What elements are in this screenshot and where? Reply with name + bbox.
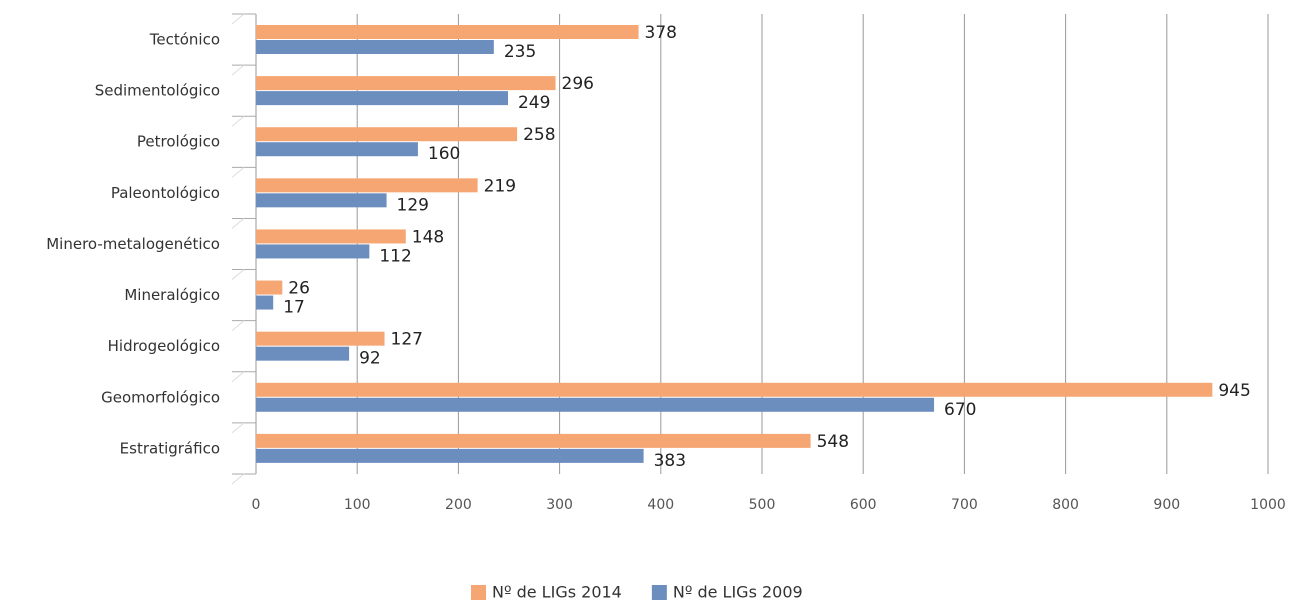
bar xyxy=(256,331,385,346)
y-tick-label: Mineralógico xyxy=(124,286,220,304)
legend-swatch xyxy=(471,585,486,600)
bar xyxy=(256,142,418,157)
value-label: 112 xyxy=(379,246,411,266)
value-label: 378 xyxy=(645,23,677,43)
x-tick-label: 200 xyxy=(445,497,472,513)
value-label: 249 xyxy=(518,93,550,113)
value-label: 945 xyxy=(1218,381,1250,401)
value-label: 127 xyxy=(391,330,423,350)
bar xyxy=(256,433,811,448)
axis-tick-shadow xyxy=(231,218,245,229)
bar xyxy=(256,382,1213,397)
bar xyxy=(256,193,387,208)
bar xyxy=(256,40,494,54)
bar xyxy=(256,229,406,244)
axis-tick-shadow xyxy=(231,320,245,332)
value-label: 148 xyxy=(412,227,444,247)
value-label: 548 xyxy=(817,432,849,452)
legend-label: Nº de LIGs 2014 xyxy=(492,583,622,602)
bar xyxy=(256,448,644,463)
value-label: 17 xyxy=(283,298,305,318)
y-tick-label: Estratigráfico xyxy=(120,439,220,457)
bar xyxy=(256,397,935,412)
x-tick-label: 700 xyxy=(951,497,978,513)
bar xyxy=(256,280,283,295)
y-tick-label: Sedimentológico xyxy=(95,82,220,100)
y-tick-label: Paleontológico xyxy=(111,184,220,202)
x-tick-label: 800 xyxy=(1052,497,1079,513)
value-label: 670 xyxy=(944,400,976,420)
bar xyxy=(256,127,518,142)
x-tick-label: 100 xyxy=(344,497,371,513)
x-tick-label: 500 xyxy=(749,497,776,513)
axis-tick-shadow xyxy=(231,64,245,76)
legend-swatch xyxy=(651,585,667,600)
legend-label: Nº de LIGs 2009 xyxy=(673,583,803,602)
value-label: 219 xyxy=(484,176,516,196)
y-tick-label: Minero-metalogenético xyxy=(46,235,220,253)
axis-tick-shadow xyxy=(231,115,245,127)
axis-tick-shadow xyxy=(231,371,245,383)
value-label: 296 xyxy=(562,74,594,94)
y-tick-label: Hidrogeológico xyxy=(108,337,220,355)
value-label: 129 xyxy=(397,195,429,215)
x-tick-label: 400 xyxy=(647,497,674,513)
axis-tick-shadow xyxy=(231,13,245,25)
x-tick-label: 300 xyxy=(546,497,573,513)
x-tick-label: 900 xyxy=(1153,497,1180,513)
value-label: 258 xyxy=(523,125,555,145)
x-tick-label: 600 xyxy=(850,497,877,513)
y-tick-label: Geomorfológico xyxy=(101,388,220,406)
y-tick-label: Tectónico xyxy=(149,31,220,49)
x-tick-label: 0 xyxy=(252,497,261,513)
value-label: 92 xyxy=(359,349,381,369)
value-label: 160 xyxy=(428,144,460,164)
bar xyxy=(256,295,274,310)
bar xyxy=(256,76,556,91)
axis-tick-shadow xyxy=(231,422,245,434)
bar xyxy=(256,91,508,106)
axis-tick-shadow xyxy=(231,473,245,485)
bar xyxy=(256,244,370,259)
x-tick-label: 1000 xyxy=(1250,497,1286,513)
value-label: 235 xyxy=(504,42,536,62)
axis-tick-shadow xyxy=(231,166,245,178)
value-label: 383 xyxy=(654,451,686,471)
axis-tick-shadow xyxy=(231,269,245,280)
y-tick-label: Petrológico xyxy=(137,133,220,151)
value-label: 26 xyxy=(288,279,310,299)
bar xyxy=(256,346,350,361)
bar xyxy=(256,178,478,193)
bar xyxy=(256,25,639,39)
